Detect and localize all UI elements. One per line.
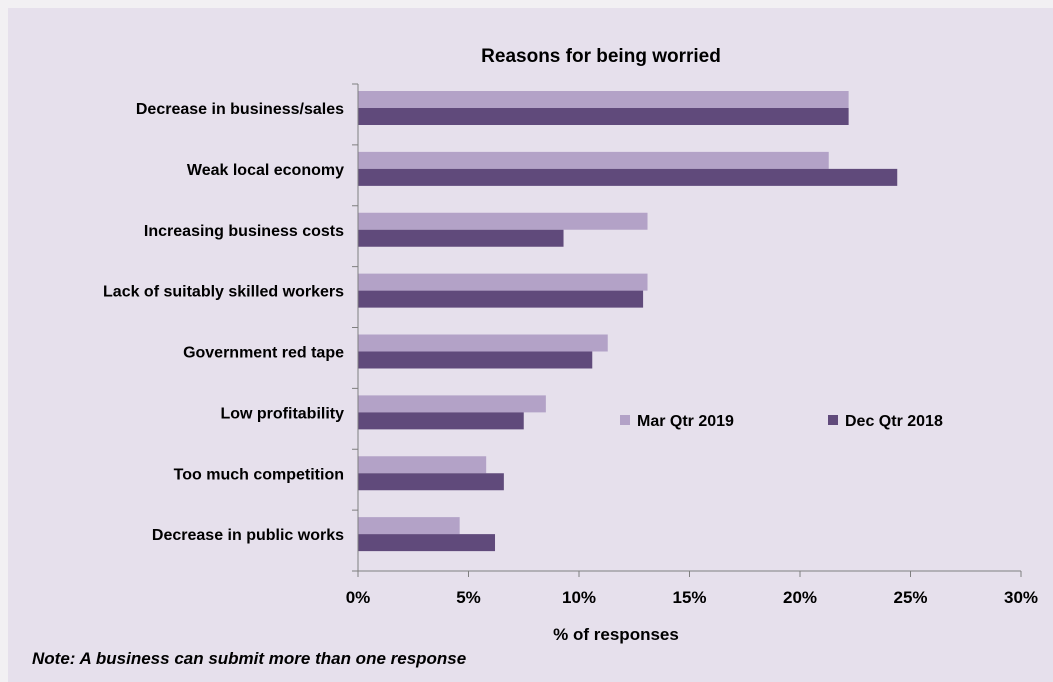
bar-dec-2018: [358, 473, 504, 491]
legend-label: Dec Qtr 2018: [845, 413, 943, 430]
chart-area: Reasons for being worried Decrease in bu…: [8, 8, 1053, 682]
x-tick-label: 0%: [346, 588, 371, 607]
x-tick-label: 30%: [1004, 588, 1038, 607]
x-tick-label: 10%: [562, 588, 596, 607]
x-tick-label: 15%: [672, 588, 706, 607]
category-label: Government red tape: [183, 345, 344, 362]
x-tick-labels: 0% 5% 10% 15% 20% 25% 30%: [346, 588, 1038, 607]
x-tick-label: 25%: [893, 588, 927, 607]
footnote: Note: A business can submit more than on…: [32, 649, 467, 668]
bar-mar-2019: [358, 151, 829, 169]
category-label: Too much competition: [174, 466, 344, 483]
legend-swatch: [620, 415, 630, 425]
legend: Mar Qtr 2019 Dec Qtr 2018: [620, 413, 943, 430]
bar-dec-2018: [358, 290, 644, 308]
category-label: Increasing business costs: [144, 223, 344, 240]
category-labels: Decrease in business/sales Weak local eco…: [103, 101, 344, 544]
bar-dec-2018: [358, 108, 849, 125]
category-label: Low profitability: [220, 405, 344, 422]
bar-mar-2019: [358, 517, 460, 535]
legend-swatch: [828, 415, 838, 425]
bar-chart: Reasons for being worried Decrease in bu…: [103, 46, 1038, 644]
bar-mar-2019: [358, 334, 608, 352]
bar-dec-2018: [358, 351, 593, 369]
category-label: Weak local economy: [187, 162, 344, 179]
bars-group: [358, 91, 898, 552]
bar-dec-2018: [358, 229, 564, 247]
bar-mar-2019: [358, 456, 487, 474]
bar-dec-2018: [358, 534, 496, 552]
category-label: Decrease in business/sales: [136, 101, 344, 118]
chart-title: Reasons for being worried: [481, 46, 721, 67]
bar-mar-2019: [358, 91, 849, 108]
bar-dec-2018: [358, 412, 524, 430]
bar-mar-2019: [358, 273, 648, 291]
x-tick-label: 5%: [456, 588, 481, 607]
category-label: Lack of suitably skilled workers: [103, 284, 344, 301]
x-axis-title: % of responses: [553, 625, 679, 644]
category-label: Decrease in public works: [152, 527, 344, 544]
bar-mar-2019: [358, 212, 648, 230]
x-tick-label: 20%: [783, 588, 817, 607]
axes: [352, 83, 1022, 577]
legend-label: Mar Qtr 2019: [637, 413, 734, 430]
bar-mar-2019: [358, 395, 546, 413]
bar-dec-2018: [358, 168, 898, 186]
